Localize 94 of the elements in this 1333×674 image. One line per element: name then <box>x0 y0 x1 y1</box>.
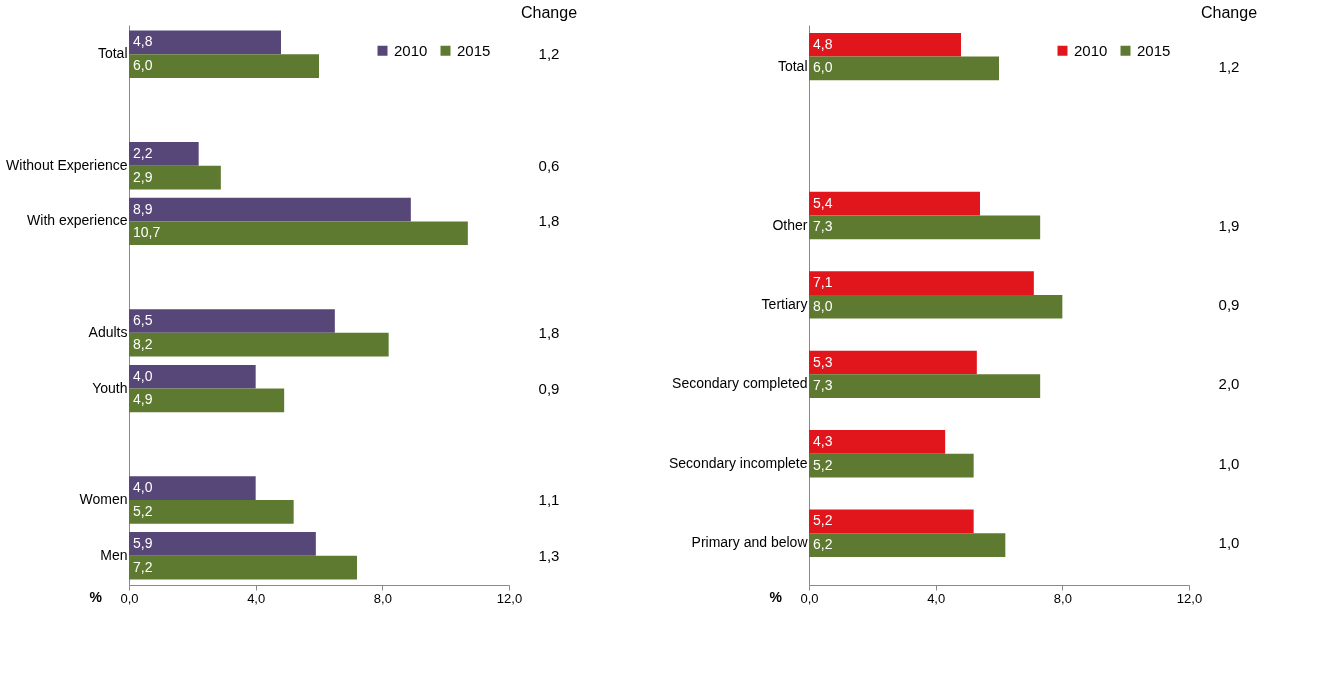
bar <box>129 30 281 55</box>
bar <box>809 294 1063 319</box>
data-label: 4,0 <box>133 479 153 496</box>
bar <box>809 374 1041 399</box>
y-tick-label: Primary and below <box>691 534 809 551</box>
x-tick-label: 8,0 <box>1053 590 1072 606</box>
bar <box>809 215 1041 240</box>
data-label: 6,5 <box>133 312 153 329</box>
bar <box>809 56 999 81</box>
data-label: 5,4 <box>813 194 833 211</box>
text: 1,8 <box>538 323 560 341</box>
x-tick-label: 12,0 <box>496 590 523 606</box>
data-label: 10,7 <box>133 224 161 241</box>
bar <box>129 221 468 246</box>
x-tick-label: 0,0 <box>120 590 139 606</box>
bar <box>809 533 1006 557</box>
data-label: 7,3 <box>813 377 833 394</box>
text: 1,8 <box>538 212 560 230</box>
y-tick-label: Secondary completed <box>672 375 808 392</box>
data-label: 4,8 <box>813 35 833 52</box>
y-tick-label: Youth <box>92 379 128 396</box>
bar <box>809 430 946 454</box>
data-label: 5,2 <box>133 502 153 519</box>
bar <box>129 364 256 389</box>
bar <box>809 453 974 478</box>
data-label: 5,3 <box>813 353 833 370</box>
data-label: 4,3 <box>813 432 833 449</box>
data-label: 6,2 <box>813 536 833 553</box>
y-tick-label: Tertiary <box>761 296 808 312</box>
bar <box>809 32 961 57</box>
bar <box>809 191 980 216</box>
x-axis-title: % <box>769 588 783 605</box>
legend-label: 2010 <box>1074 41 1108 59</box>
data-label: 8,2 <box>133 335 153 352</box>
text: 1,2 <box>538 45 560 63</box>
text: 0,9 <box>1218 296 1240 313</box>
text: 1,9 <box>1218 216 1240 234</box>
x-tick-label: 12,0 <box>1176 590 1203 606</box>
bar <box>129 555 357 580</box>
bar <box>129 197 411 222</box>
bar <box>129 165 221 190</box>
bar <box>129 142 199 166</box>
text: 1,1 <box>538 491 560 509</box>
text: 2,0 <box>1218 375 1240 393</box>
y-tick-label: Total <box>777 57 808 74</box>
bar <box>809 271 1034 295</box>
bar <box>129 332 389 357</box>
y-tick-label: Secondary incomplete <box>668 454 808 471</box>
y-tick-label: Without Experience <box>6 156 128 173</box>
y-tick-label: Women <box>79 491 128 508</box>
bar <box>129 500 294 524</box>
data-label: 6,0 <box>133 57 153 74</box>
data-label: 4,8 <box>133 33 153 50</box>
text: 1,0 <box>1218 454 1240 472</box>
bar <box>809 509 974 534</box>
legend-label: 2015 <box>457 41 491 59</box>
data-label: 7,2 <box>133 558 153 575</box>
data-label: 7,3 <box>813 218 833 235</box>
x-tick-label: 8,0 <box>373 590 392 606</box>
y-tick-label: Men <box>100 546 128 563</box>
y-tick-label: Adults <box>88 323 128 340</box>
text: Change <box>520 4 578 21</box>
bar <box>129 476 256 501</box>
text: 1,2 <box>1218 57 1240 75</box>
data-label: 2,9 <box>133 168 153 185</box>
data-label: 5,2 <box>813 512 833 529</box>
x-tick-label: 4,0 <box>247 590 266 606</box>
bar <box>129 309 335 333</box>
y-tick-label: With experience <box>27 212 128 229</box>
bar <box>129 532 316 556</box>
x-tick-label: 4,0 <box>927 590 946 606</box>
x-axis-title: % <box>89 588 103 605</box>
text: 0,9 <box>538 379 560 397</box>
legend-label: 2015 <box>1137 41 1171 59</box>
data-label: 4,0 <box>133 367 153 384</box>
data-label: 8,0 <box>813 297 833 314</box>
bar <box>809 350 977 375</box>
data-label: 6,0 <box>813 59 833 76</box>
data-label: 5,2 <box>813 456 833 473</box>
x-tick-label: 0,0 <box>800 590 819 606</box>
bar <box>129 388 285 413</box>
bar <box>129 54 319 78</box>
y-tick-label: Other <box>772 216 808 233</box>
text: 1,0 <box>1218 534 1240 552</box>
data-label: 4,9 <box>133 391 153 408</box>
text: 1,3 <box>538 546 560 564</box>
text: 0,6 <box>538 156 560 174</box>
data-label: 7,1 <box>813 274 833 291</box>
data-label: 2,2 <box>133 144 153 161</box>
text: Change <box>1200 4 1258 21</box>
data-label: 5,9 <box>133 534 153 551</box>
legend-label: 2010 <box>394 41 428 59</box>
y-tick-label: Total <box>97 45 128 62</box>
data-label: 8,9 <box>133 200 153 217</box>
